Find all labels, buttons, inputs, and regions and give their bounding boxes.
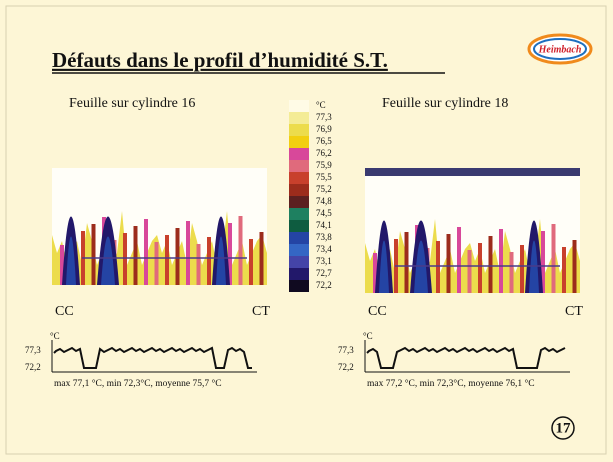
scale-swatch — [289, 124, 309, 136]
thermal-streak — [552, 224, 556, 293]
thermal-streak — [436, 241, 440, 293]
profile-summary: max 77,1 °C, min 72,3°C, moyenne 75,7 °C — [54, 378, 222, 389]
scale-label: 75,2 — [316, 184, 332, 194]
slide: Défauts dans le profil d’humidité S.T. H… — [0, 0, 613, 462]
scale-swatch — [289, 208, 309, 220]
thermal-streak — [197, 244, 201, 285]
thermal-streak — [165, 235, 169, 285]
thermal-streak — [447, 234, 451, 293]
thermal-edge — [365, 168, 580, 176]
thermal-streak — [405, 232, 409, 293]
scale-label: 75,5 — [316, 172, 332, 182]
scale-swatch — [289, 256, 309, 268]
logo-text: Heimbach — [538, 44, 582, 55]
profile-bottom: 72,2 — [25, 362, 41, 372]
thermal-streak — [239, 216, 243, 285]
thermal-streak — [123, 233, 127, 285]
edge-label: CT — [252, 304, 270, 319]
thermal-streak — [562, 247, 566, 293]
scale-swatch — [289, 268, 309, 280]
profile-bottom: 72,2 — [338, 362, 354, 372]
thermal-streak — [134, 226, 138, 285]
page-number: 17 — [556, 420, 572, 436]
profile-top: 77,3 — [338, 345, 354, 355]
profile-unit: °C — [363, 331, 373, 341]
scale-swatch — [289, 136, 309, 148]
scale-swatch — [289, 100, 309, 112]
panel-caption: Feuille sur cylindre 16 — [69, 96, 195, 111]
scale-label: 74,8 — [316, 196, 332, 206]
thermal-streak — [457, 227, 461, 293]
thermal-streak — [207, 237, 211, 285]
panel-caption: Feuille sur cylindre 18 — [382, 96, 508, 111]
scale-label: 76,5 — [316, 136, 332, 146]
scale-label: 73,1 — [316, 256, 332, 266]
thermal-streak — [260, 232, 264, 285]
profile-unit: °C — [50, 331, 60, 341]
scale-label: 73,8 — [316, 232, 332, 242]
thermal-streak — [144, 219, 148, 285]
edge-label: CT — [565, 304, 583, 319]
scale-swatch — [289, 280, 309, 292]
scale-swatch — [289, 232, 309, 244]
thermal-streak — [186, 221, 190, 285]
thermal-streak — [249, 239, 253, 285]
scale-label: 74,1 — [316, 220, 332, 230]
scale-swatch — [289, 148, 309, 160]
scale-unit: °C — [316, 100, 326, 110]
scale-label: 74,5 — [316, 208, 332, 218]
edge-label: CC — [55, 304, 74, 319]
thermal-streak — [520, 245, 524, 293]
edge-label: CC — [368, 304, 387, 319]
scale-label: 75,9 — [316, 160, 332, 170]
thermal-streak — [478, 243, 482, 293]
scale-label: 72,2 — [316, 280, 332, 290]
scale-label: 72,7 — [316, 268, 332, 278]
thermal-streak — [489, 236, 493, 293]
scale-label: 76,9 — [316, 124, 332, 134]
scale-swatch — [289, 220, 309, 232]
thermal-streak — [499, 229, 503, 293]
scale-swatch — [289, 112, 309, 124]
thermal-streak — [468, 250, 472, 293]
scale-swatch — [289, 172, 309, 184]
scale-label: 77,3 — [316, 112, 332, 122]
scale-label: 73,4 — [316, 244, 332, 254]
scale-swatch — [289, 244, 309, 256]
scale-swatch — [289, 160, 309, 172]
thermal-streak — [510, 252, 514, 293]
scale-swatch — [289, 196, 309, 208]
thermal-streak — [92, 224, 96, 285]
scale-swatch — [289, 184, 309, 196]
thermal-streak — [573, 240, 577, 293]
thermal-streak — [176, 228, 180, 285]
thermal-streak — [155, 242, 159, 285]
profile-top: 77,3 — [25, 345, 41, 355]
scale-label: 76,2 — [316, 148, 332, 158]
title: Défauts dans le profil d’humidité S.T. — [52, 48, 388, 72]
profile-summary: max 77,2 °C, min 72,3°C, moyenne 76,1 °C — [367, 378, 535, 389]
